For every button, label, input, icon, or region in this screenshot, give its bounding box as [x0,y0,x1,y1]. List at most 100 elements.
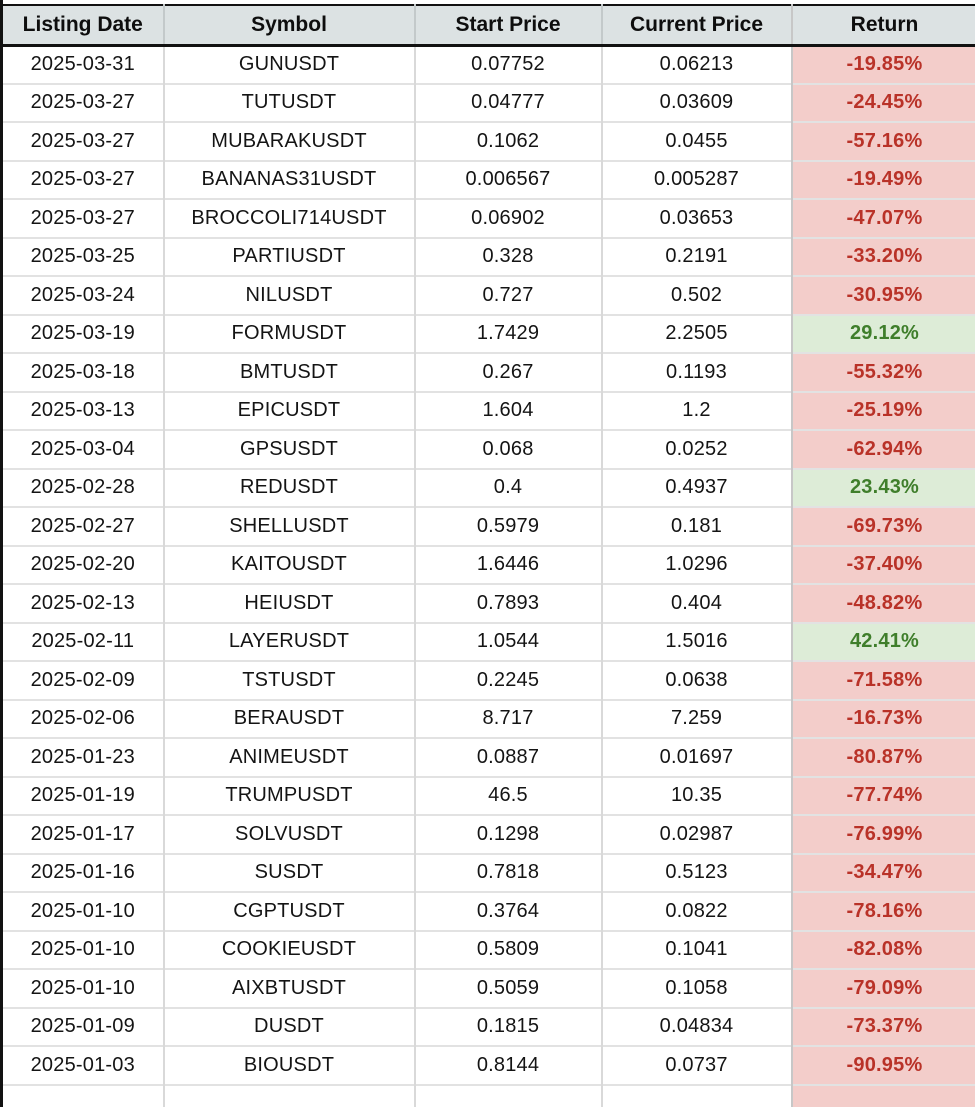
cell-current-price[interactable]: 0.0455 [601,122,793,161]
cell-symbol[interactable]: BMTUSDT [163,353,416,392]
cell-return[interactable]: -57.16% [791,122,975,161]
cell-symbol[interactable]: MUBARAKUSDT [163,122,416,161]
cell-listing-date[interactable]: 2025-03-27 [1,160,165,199]
cell-listing-date[interactable]: 2025-01-03 [1,1046,165,1085]
col-header-listing-date[interactable]: Listing Date [1,5,165,45]
cell-return[interactable]: -90.95% [791,1046,975,1085]
cell-symbol[interactable]: SHELLUSDT [163,507,416,546]
cell-current-price[interactable]: 0.4937 [601,468,793,507]
cell-start-price[interactable]: 0.06902 [414,199,603,238]
cell-symbol[interactable]: CGPTUSDT [163,892,416,931]
cell-return[interactable]: -37.40% [791,545,975,584]
cell-return[interactable]: -25.19% [791,391,975,430]
cell-listing-date[interactable]: 2025-03-27 [1,122,165,161]
cell-start-price[interactable]: 0.3764 [414,892,603,931]
cell-return[interactable]: 29.12% [791,314,975,353]
col-header-return[interactable]: Return [850,12,919,36]
cell-listing-date[interactable]: 2025-01-23 [1,738,165,777]
cell-symbol[interactable]: TSTUSDT [163,661,416,700]
cell-return[interactable]: -24.45% [791,83,975,122]
cell-current-price[interactable]: 0.0822 [601,892,793,931]
cell-symbol[interactable]: TRUMPUSDT [163,776,416,815]
cell-listing-date[interactable]: 2025-02-09 [1,661,165,700]
cell-listing-date[interactable]: 2025-03-25 [1,237,165,276]
cell-listing-date[interactable]: 2025-02-27 [1,507,165,546]
cell-start-price[interactable]: 0.006567 [414,160,603,199]
cell-current-price[interactable]: 1.0296 [601,545,793,584]
cell-current-price[interactable]: 0.06213 [601,45,793,84]
cell-return[interactable]: -55.32% [791,353,975,392]
cell-start-price[interactable]: 0.267 [414,353,603,392]
cell-current-price[interactable]: 0.5123 [601,853,793,892]
cell-current-price[interactable]: 1.5016 [601,622,793,661]
cell-current-price[interactable]: 0.1058 [601,969,793,1008]
cell-symbol[interactable]: BIOUSDT [163,1046,416,1085]
cell-start-price[interactable]: 0.1298 [414,815,603,854]
cell-symbol[interactable]: REDUSDT [163,468,416,507]
cell-listing-date[interactable]: 2025-01-10 [1,969,165,1008]
cell-start-price[interactable]: 0.7818 [414,853,603,892]
cell-start-price[interactable]: 0.7893 [414,584,603,623]
cell-listing-date[interactable]: 2025-03-27 [1,83,165,122]
cell-start-price[interactable]: 0.07752 [414,45,603,84]
cell-symbol[interactable]: FORMUSDT [163,314,416,353]
cell-return[interactable]: -62.94% [791,430,975,469]
cell-return[interactable]: -79.09% [791,969,975,1008]
cell-symbol[interactable]: NILUSDT [163,276,416,315]
cell-current-price[interactable]: 7.259 [601,699,793,738]
cell-start-price[interactable]: 0.068 [414,430,603,469]
cell-start-price[interactable]: 0.328 [414,237,603,276]
cell-current-price[interactable]: 0.03653 [601,199,793,238]
cell-symbol[interactable]: GUNUSDT [163,45,416,84]
cell-current-price[interactable]: 0.181 [601,507,793,546]
cell-symbol[interactable]: PARTIUSDT [163,237,416,276]
cell-listing-date[interactable]: 2025-01-17 [1,815,165,854]
cell-listing-date[interactable]: 2025-03-27 [1,199,165,238]
cell-return[interactable]: -48.82% [791,584,975,623]
cell-symbol[interactable]: AIXBTUSDT [163,969,416,1008]
cell-current-price[interactable]: 0.0252 [601,430,793,469]
cell-return[interactable]: -80.87% [791,738,975,777]
cell-current-price[interactable]: 0.404 [601,584,793,623]
col-header-start-price[interactable]: Start Price [414,5,603,45]
cell-symbol[interactable]: GPSUSDT [163,430,416,469]
cell-start-price[interactable]: 1.7429 [414,314,603,353]
cell-symbol[interactable]: DUSDT [163,1007,416,1046]
cell-current-price[interactable]: 0.2191 [601,237,793,276]
cell-current-price[interactable]: 2.2505 [601,314,793,353]
cell-current-price[interactable]: 0.0737 [601,1046,793,1085]
cell-start-price[interactable]: 1.0544 [414,622,603,661]
cell-symbol[interactable]: KAITOUSDT [163,545,416,584]
cell-return[interactable]: -30.95% [791,276,975,315]
cell-listing-date[interactable]: 2025-02-28 [1,468,165,507]
cell-symbol[interactable]: LAYERUSDT [163,622,416,661]
cell-symbol[interactable]: COOKIEUSDT [163,930,416,969]
cell-symbol[interactable]: TUTUSDT [163,83,416,122]
cell-symbol[interactable]: ANIMEUSDT [163,738,416,777]
cell-return[interactable]: -19.85% [791,45,975,84]
cell-current-price[interactable]: 0.502 [601,276,793,315]
cell-current-price[interactable]: 0.1041 [601,930,793,969]
cell-start-price[interactable]: 8.717 [414,699,603,738]
cell-current-price[interactable]: 0.02987 [601,815,793,854]
cell-listing-date[interactable]: 2025-02-13 [1,584,165,623]
cell-start-price[interactable]: 0.5809 [414,930,603,969]
cell-current-price[interactable]: 0.005287 [601,160,793,199]
cell-return[interactable]: 42.41% [791,622,975,661]
cell-return[interactable]: -78.16% [791,892,975,931]
cell-current-price[interactable]: 0.1193 [601,353,793,392]
cell-listing-date[interactable]: 2025-01-10 [1,930,165,969]
cell-symbol[interactable]: SOLVUSDT [163,815,416,854]
cell-return[interactable]: -33.20% [791,237,975,276]
cell-listing-date[interactable]: 2025-03-24 [1,276,165,315]
cell-listing-date[interactable]: 2025-03-18 [1,353,165,392]
cell-current-price[interactable]: 1.2 [601,391,793,430]
cell-start-price[interactable]: 0.8144 [414,1046,603,1085]
cell-start-price[interactable]: 1.604 [414,391,603,430]
cell-current-price[interactable]: 0.0638 [601,661,793,700]
cell-current-price[interactable]: 0.03609 [601,83,793,122]
cell-return[interactable]: -76.99% [791,815,975,854]
cell-listing-date[interactable]: 2025-01-16 [1,853,165,892]
cell-return[interactable]: 23.43% [791,468,975,507]
cell-symbol[interactable]: HEIUSDT [163,584,416,623]
